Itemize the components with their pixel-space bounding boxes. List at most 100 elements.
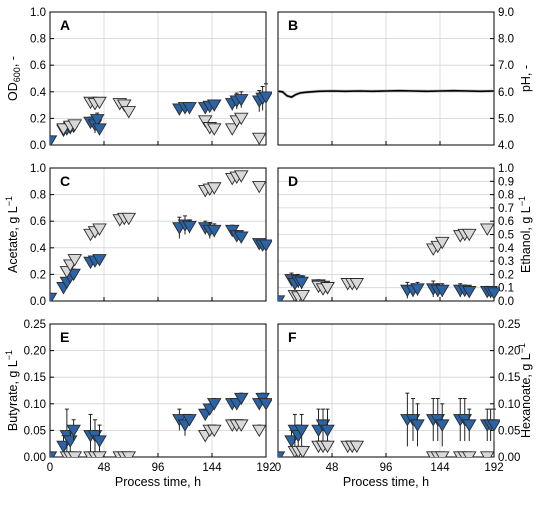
marker-grey bbox=[121, 212, 137, 226]
data-layer bbox=[50, 83, 272, 145]
y-tick-label: 9.0 bbox=[498, 7, 514, 19]
y-tick-label: 0.0 bbox=[30, 296, 46, 308]
marker-grey bbox=[197, 115, 213, 128]
marker-blue bbox=[258, 91, 272, 104]
data-layer bbox=[50, 170, 272, 301]
y-tick-label: 0.8 bbox=[498, 190, 514, 202]
y-tick-label: 0.00 bbox=[498, 452, 520, 464]
marker-grey bbox=[224, 123, 240, 136]
y-tick-label: 0.4 bbox=[30, 243, 47, 255]
y-tick-label: 0.6 bbox=[498, 216, 514, 228]
marker-grey bbox=[92, 451, 107, 457]
x-tick-label: 48 bbox=[98, 462, 111, 474]
x-axis-label: Process time, h bbox=[115, 475, 201, 489]
x-tick-label: 96 bbox=[152, 462, 165, 474]
y-tick-label: 6.0 bbox=[498, 87, 514, 99]
y-tick-label: 1.0 bbox=[498, 163, 514, 175]
marker-grey bbox=[434, 451, 450, 457]
y-tick-label: 0.15 bbox=[24, 372, 46, 384]
y-tick-label: 0.10 bbox=[498, 399, 520, 411]
marker-grey bbox=[233, 419, 249, 432]
marker-grey bbox=[92, 96, 107, 110]
y-tick-label: 0.4 bbox=[498, 243, 515, 255]
x-tick-label: 192 bbox=[484, 462, 503, 474]
marker-grey bbox=[461, 451, 477, 457]
marker-blue bbox=[50, 292, 58, 301]
y-tick-label: 0.2 bbox=[30, 113, 46, 125]
y-tick-label: 1.0 bbox=[30, 163, 46, 175]
y-tick-label: 0.7 bbox=[498, 203, 514, 215]
marker-blue bbox=[92, 254, 107, 267]
y-tick-label: 0.8 bbox=[30, 34, 46, 46]
y-tick-label: 0.3 bbox=[498, 256, 514, 268]
y-axis-label: Hexanoate, g L−1 bbox=[517, 343, 533, 438]
marker-blue bbox=[182, 220, 197, 234]
marker-blue bbox=[50, 451, 58, 457]
y-tick-label: 0.15 bbox=[498, 372, 520, 384]
panel-letter: E bbox=[60, 329, 69, 345]
marker-grey bbox=[251, 180, 267, 194]
y-axis-label: Ethanol, g L−1 bbox=[517, 196, 533, 273]
y-tick-label: 0.25 bbox=[24, 319, 46, 331]
panel-a: 0.0 0.2 0.4 0.6 0.8 1.0 OD600, - A bbox=[6, 7, 272, 152]
y-tick-label: 0.25 bbox=[498, 319, 520, 331]
y-tick-label: 0.8 bbox=[30, 190, 46, 202]
y-tick-label: 0.6 bbox=[30, 216, 46, 228]
y-tick-label: 0.2 bbox=[498, 269, 514, 281]
marker-grey bbox=[349, 278, 365, 291]
panel-letter: F bbox=[288, 329, 297, 345]
marker-blue bbox=[320, 424, 335, 438]
marker-grey bbox=[233, 112, 249, 126]
marker-blue bbox=[461, 286, 477, 299]
x-tick-label: 0 bbox=[275, 462, 281, 474]
y-tick-label: 1.0 bbox=[30, 7, 46, 19]
panel-letter: B bbox=[288, 17, 298, 33]
panel-b: 4.0 5.0 6.0 7.0 8.0 9.0 pH, - B bbox=[277, 7, 533, 152]
marker-blue bbox=[92, 435, 107, 448]
y-tick-label: 0.00 bbox=[24, 452, 46, 464]
y-tick-label: 0.9 bbox=[498, 176, 514, 188]
y-tick-label: 4.0 bbox=[498, 140, 514, 152]
marker-blue bbox=[206, 99, 222, 112]
x-tick-label: 48 bbox=[326, 462, 339, 474]
marker-grey bbox=[479, 223, 495, 236]
marker-grey bbox=[121, 451, 137, 457]
y-tick-label: 0.2 bbox=[30, 269, 46, 281]
panel-e: 0.00 0.05 0.10 0.15 0.20 0.25 0 48 96 144 192 Proce… bbox=[4, 319, 276, 489]
marker-blue bbox=[89, 114, 105, 127]
marker-grey bbox=[320, 282, 335, 295]
marker-grey bbox=[251, 424, 267, 438]
marker-blue bbox=[182, 102, 197, 115]
y-axis-label: pH, - bbox=[519, 65, 533, 92]
marker-grey bbox=[349, 440, 365, 454]
marker-blue bbox=[206, 398, 222, 411]
panel-letter: D bbox=[288, 173, 298, 189]
x-tick-label: 192 bbox=[256, 462, 275, 474]
panel-d: 0.00.1 0.20.30.40.5 0.60.70.8 0.91.0 Ethanol… bbox=[277, 163, 533, 308]
y-tick-label: 8.0 bbox=[498, 34, 514, 46]
marker-blue bbox=[278, 451, 286, 457]
data-layer bbox=[278, 89, 495, 99]
marker-grey bbox=[92, 223, 107, 236]
marker-grey bbox=[461, 228, 477, 242]
marker-grey bbox=[295, 290, 311, 301]
marker-grey bbox=[206, 424, 222, 438]
data-layer bbox=[278, 392, 500, 457]
marker-blue bbox=[410, 283, 425, 296]
marker-grey bbox=[67, 119, 83, 132]
y-tick-label: 0.05 bbox=[498, 425, 520, 437]
marker-blue bbox=[66, 424, 81, 438]
data-layer bbox=[50, 392, 272, 457]
y-tick-label: 0.6 bbox=[30, 60, 46, 72]
ph-line bbox=[278, 89, 495, 98]
marker-grey bbox=[116, 99, 132, 112]
x-tick-label: 0 bbox=[47, 462, 53, 474]
x-tick-label: 144 bbox=[202, 462, 222, 474]
data-layer bbox=[278, 223, 500, 301]
marker-blue bbox=[278, 295, 286, 301]
panel-f: 0.00 0.05 0.10 0.15 0.20 0.25 0 48 96 144 192 Proce… bbox=[275, 319, 533, 489]
y-tick-label: 0.20 bbox=[498, 346, 520, 358]
y-tick-label: 0.0 bbox=[30, 140, 46, 152]
marker-grey bbox=[479, 451, 495, 457]
